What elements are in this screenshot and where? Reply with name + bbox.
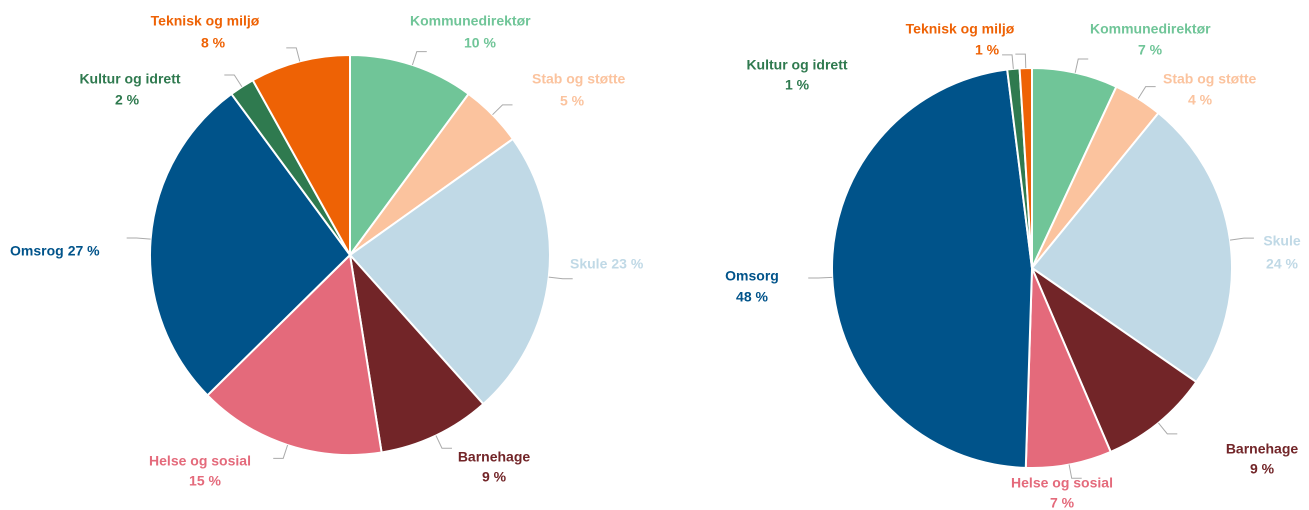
leader-line: [1068, 464, 1082, 479]
slice-label: Omsorg: [725, 268, 779, 284]
leader-line: [548, 276, 573, 280]
slice-value-label: 9 %: [1250, 461, 1275, 477]
pie-slice: [349, 53, 470, 259]
leader-line: [224, 74, 243, 88]
slice-value-label: 24 %: [1266, 256, 1298, 272]
slice-label: Barnehage: [1226, 441, 1299, 457]
slice-value-label: 15 %: [189, 473, 221, 489]
slice-value-label: 9 %: [482, 469, 507, 485]
slice-value-label: 7 %: [1138, 42, 1163, 58]
leader-line: [435, 435, 452, 449]
slice-label: Kommunedirektør: [1090, 21, 1211, 37]
slice-label: Kultur og idrett: [79, 71, 180, 87]
slice-value-label: 1 %: [785, 77, 810, 93]
pie-slice: [251, 53, 351, 259]
slice-value-label: 2 %: [115, 92, 140, 108]
pie-slice: [1029, 265, 1198, 454]
pie-slice: [831, 68, 1034, 469]
slice-value-label: 8 %: [201, 35, 226, 51]
pie-slice: [206, 252, 383, 456]
leader-line: [411, 51, 427, 66]
slice-value-label: 1 %: [975, 42, 1000, 58]
leader-line: [1158, 422, 1178, 435]
leader-line: [1074, 58, 1089, 73]
slice-label: Teknisk og miljø: [151, 13, 260, 29]
slice-value-label: 48 %: [736, 289, 768, 305]
slice-label: Skule: [570, 256, 608, 272]
leader-line: [286, 47, 301, 62]
leader-line: [1002, 54, 1014, 69]
slice-label: Stab og støtte: [1163, 71, 1257, 87]
leader-line: [273, 444, 289, 459]
slice-value-label: 7 %: [1050, 495, 1075, 510]
slice-label: Barnehage: [458, 449, 531, 465]
slice-label: Helse og sosial: [1011, 475, 1113, 491]
leader-line: [1229, 237, 1254, 241]
slice-value-label: 4 %: [1188, 92, 1213, 108]
leader-line: [1137, 86, 1156, 99]
slice-label: Omsrog: [10, 243, 64, 259]
leader-line: [126, 237, 151, 240]
slice-value-label: 27 %: [68, 243, 100, 259]
slice-label: Teknisk og miljø: [906, 21, 1015, 37]
slice-label: Stab og støtte: [532, 71, 626, 87]
pie-slice: [348, 137, 551, 406]
slice-label: Helse og sosial: [149, 453, 251, 469]
pie-slice: [1030, 111, 1233, 384]
slice-value-label: 5 %: [560, 93, 585, 109]
leader-line: [1015, 53, 1027, 69]
pie-slice: [1018, 66, 1033, 269]
slice-value-label: 10 %: [464, 35, 496, 51]
slice-label: Skule: [1263, 233, 1301, 249]
slice-value-label: 23 %: [611, 256, 643, 272]
leader-line: [492, 104, 513, 116]
slice-label: Kommunedirektør: [410, 13, 531, 29]
leader-line: [808, 276, 833, 279]
slice-label: Kultur og idrett: [746, 57, 847, 73]
